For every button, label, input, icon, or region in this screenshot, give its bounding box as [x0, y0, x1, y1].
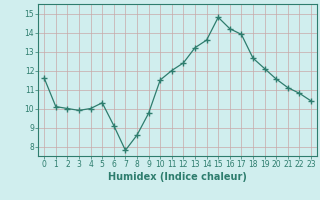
- X-axis label: Humidex (Indice chaleur): Humidex (Indice chaleur): [108, 172, 247, 182]
